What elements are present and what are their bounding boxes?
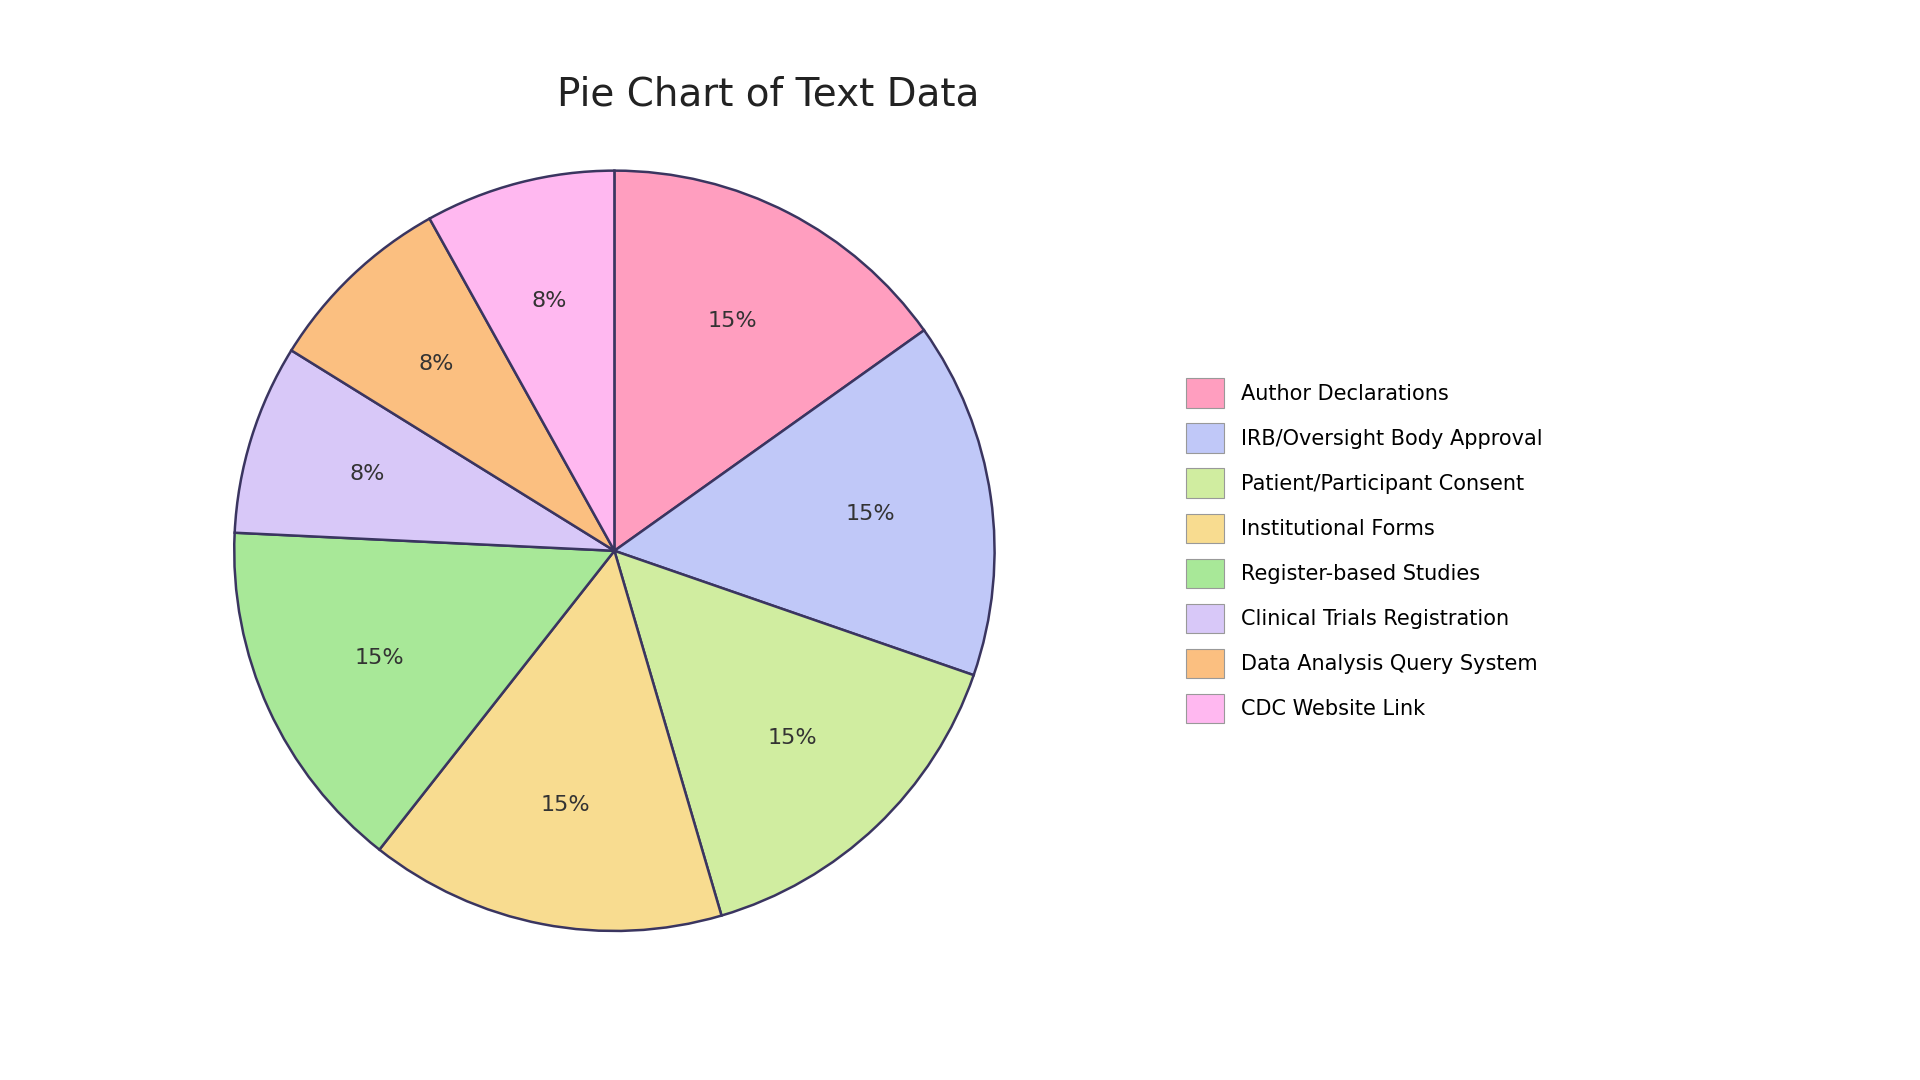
Wedge shape [234, 350, 614, 551]
Text: 15%: 15% [355, 648, 403, 669]
Text: 15%: 15% [845, 504, 895, 524]
Text: 15%: 15% [768, 728, 818, 747]
Text: 15%: 15% [541, 795, 589, 814]
Text: 8%: 8% [419, 354, 453, 374]
Legend: Author Declarations, IRB/Oversight Body Approval, Patient/Participant Consent, I: Author Declarations, IRB/Oversight Body … [1177, 368, 1553, 733]
Text: 8%: 8% [532, 291, 566, 311]
Wedge shape [380, 551, 722, 931]
Text: Pie Chart of Text Data: Pie Chart of Text Data [557, 76, 979, 113]
Wedge shape [234, 532, 614, 850]
Text: 8%: 8% [349, 464, 386, 484]
Wedge shape [430, 171, 614, 551]
Wedge shape [614, 330, 995, 675]
Wedge shape [614, 171, 924, 551]
Wedge shape [614, 551, 973, 916]
Text: 15%: 15% [708, 311, 758, 332]
Wedge shape [292, 218, 614, 551]
